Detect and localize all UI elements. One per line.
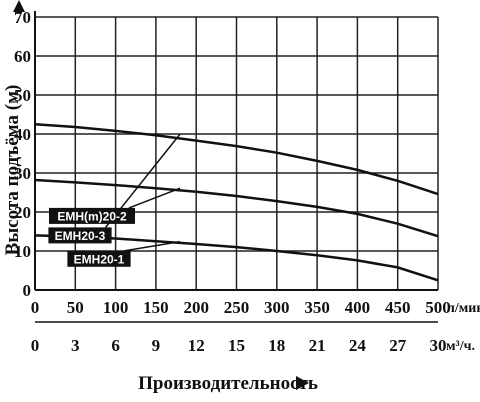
y-axis-title: Высота подъёма (м) <box>2 85 23 256</box>
labels-group: EMH20-3 EMH(m)20-2 EMH20-1 <box>48 133 181 267</box>
label-leader <box>124 240 181 252</box>
series-label: EMH(m)20-2 <box>57 209 127 223</box>
x-tick-label: 100 <box>103 298 129 317</box>
y-tick-label: 70 <box>14 8 31 27</box>
label-leader <box>128 187 181 209</box>
x-tick-label: 300 <box>264 298 290 317</box>
series-label-box <box>48 227 112 244</box>
x-tick-label: 0 <box>31 298 40 317</box>
x-tick-label: 350 <box>304 298 330 317</box>
x-tick-label: 450 <box>385 298 411 317</box>
x-tick-label: 200 <box>183 298 209 317</box>
x-unit-primary: л/мин. <box>447 301 480 316</box>
series-line <box>34 123 439 196</box>
y-tick-label: 40 <box>14 125 31 144</box>
x-tick-label-secondary: 6 <box>111 336 120 355</box>
y-tick-label: 60 <box>14 47 31 66</box>
series-line <box>34 178 439 238</box>
x-tick-label-secondary: 12 <box>188 336 205 355</box>
series-label: EMH20-3 <box>55 229 106 243</box>
x-tick-label-secondary: 15 <box>228 336 245 355</box>
grid <box>34 16 439 291</box>
series-label-box <box>67 250 131 267</box>
x-axis-title: Производительность <box>138 373 318 394</box>
y-tick-label: 20 <box>14 203 31 222</box>
x-tick-label-secondary: 0 <box>31 336 40 355</box>
x-tick-label-secondary: 24 <box>349 336 367 355</box>
x-axis-arrow-icon <box>296 376 309 390</box>
x-tick-label: 50 <box>67 298 84 317</box>
x-tick-label-secondary: 9 <box>152 336 161 355</box>
x-unit-secondary: м³/ч. <box>446 339 475 354</box>
x-tick-label: 250 <box>224 298 250 317</box>
x-tick-label: 500 <box>425 298 451 317</box>
x-tick-label-secondary: 3 <box>71 336 80 355</box>
axes: 0102030405060700050310061509200122501530… <box>14 8 451 355</box>
x-tick-label-secondary: 21 <box>309 336 326 355</box>
x-tick-label-secondary: 18 <box>268 336 285 355</box>
y-tick-label: 10 <box>14 242 31 261</box>
y-tick-label: 50 <box>14 86 31 105</box>
y-tick-label: 0 <box>23 281 32 300</box>
x-tick-label-secondary: 30 <box>430 336 447 355</box>
series-label-box <box>49 207 135 224</box>
y-axis-arrow-icon <box>13 0 25 12</box>
x-tick-label: 400 <box>345 298 371 317</box>
series-label: EMH20-1 <box>74 252 125 266</box>
y-tick-label: 30 <box>14 164 31 183</box>
x-tick-label-secondary: 27 <box>389 336 407 355</box>
x-tick-label: 150 <box>143 298 169 317</box>
